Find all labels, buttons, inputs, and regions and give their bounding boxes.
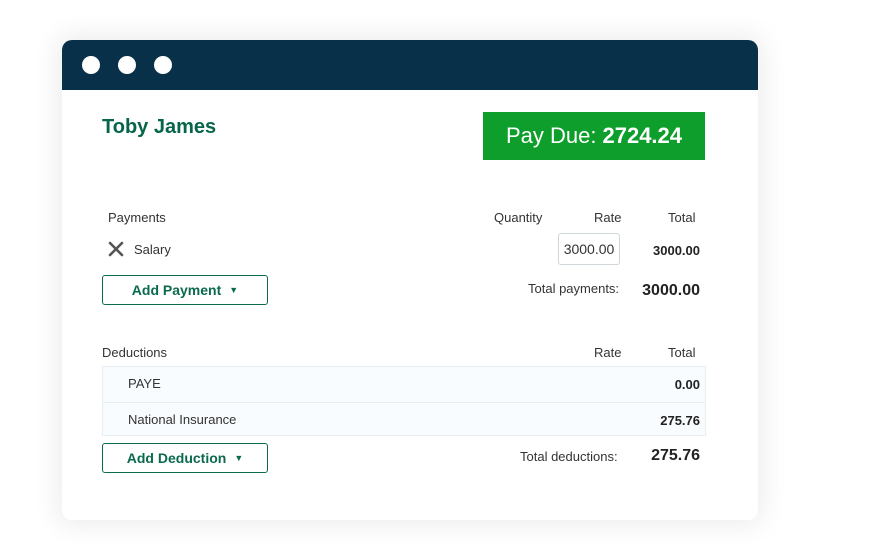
payment-row-label: Salary <box>134 242 171 257</box>
deductions-rate-column-header: Rate <box>594 345 622 360</box>
add-deduction-label: Add Deduction <box>126 450 227 466</box>
employee-name: Toby James <box>102 116 217 138</box>
pay-due-badge: Pay Due: 2724.24 <box>483 112 705 160</box>
caret-down-icon: ▼ <box>234 453 244 463</box>
window-titlebar <box>62 40 758 90</box>
deduction-label: PAYE <box>128 376 161 391</box>
caret-down-icon: ▼ <box>229 285 239 295</box>
payment-row-total: 3000.00 <box>653 243 700 258</box>
add-payment-button[interactable]: Add Payment ▼ <box>102 275 268 305</box>
deductions-header: Deductions <box>102 345 168 360</box>
table-row: National Insurance 275.76 <box>103 402 705 437</box>
pay-due-label: Pay Due: <box>505 123 597 148</box>
payments-header: Payments <box>108 210 166 225</box>
add-deduction-button[interactable]: Add Deduction ▼ <box>102 443 268 473</box>
total-deductions-label: Total deductions: <box>520 449 618 464</box>
total-column-header: Total <box>668 210 696 225</box>
total-deductions-value: 275.76 <box>651 447 700 464</box>
deductions-total-column-header: Total <box>668 345 696 360</box>
total-payments-label: Total payments: <box>528 281 620 296</box>
deduction-total: 0.00 <box>674 377 700 392</box>
deductions-table: PAYE 0.00 National Insurance 275.76 <box>102 366 706 436</box>
payment-rate-input[interactable] <box>558 233 620 265</box>
window-dot-icon <box>154 56 172 74</box>
payslip-window: Toby James Pay Due: 2724.24 Payments Qua… <box>62 40 758 520</box>
table-row: PAYE 0.00 <box>103 367 705 401</box>
remove-payment-icon[interactable] <box>108 241 124 257</box>
add-payment-label: Add Payment <box>131 282 222 298</box>
total-payments-value: 3000.00 <box>642 282 700 299</box>
window-dot-icon <box>118 56 136 74</box>
pay-due-amount: 2724.24 <box>602 123 683 148</box>
rate-column-header: Rate <box>594 210 622 225</box>
deduction-total: 275.76 <box>660 413 700 428</box>
quantity-column-header: Quantity <box>494 210 543 225</box>
deduction-label: National Insurance <box>128 412 237 427</box>
window-dot-icon <box>82 56 100 74</box>
